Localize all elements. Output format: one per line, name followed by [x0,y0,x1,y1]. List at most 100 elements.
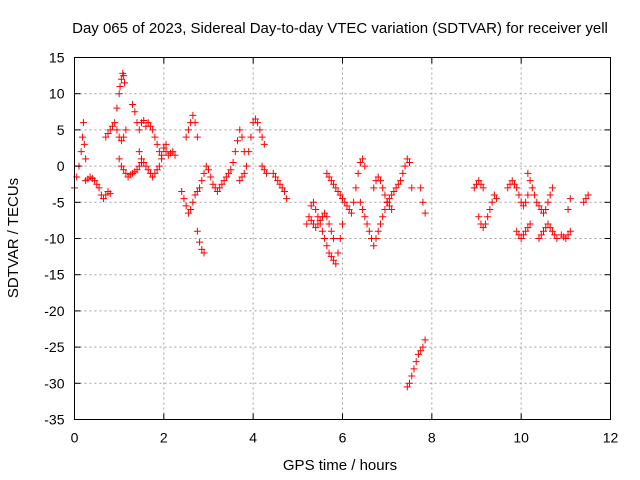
x-tick-label: 10 [513,430,529,446]
data-point [522,198,530,206]
data-point [144,119,152,127]
data-point [484,213,492,221]
series-seg06 [129,101,170,159]
data-point [193,187,201,195]
y-tick-label: -20 [44,303,64,319]
data-point [374,227,382,235]
series-seg16 [303,198,346,268]
data-point [385,202,393,210]
data-point [146,122,154,130]
data-point [535,235,543,242]
data-point [417,184,425,192]
data-point [260,140,268,148]
data-point [548,184,556,192]
data-point [584,191,592,199]
series-seg31 [564,195,574,214]
data-point [272,173,279,181]
data-point [399,169,407,177]
data-point [303,220,311,228]
data-point [580,198,588,206]
data-point [504,184,512,192]
series-seg32 [580,191,592,206]
data-point [544,220,552,228]
data-point [325,249,333,257]
data-point [191,119,199,127]
data-point [370,242,378,250]
data-point [80,140,88,148]
data-point [414,350,422,358]
series-seg30 [557,227,574,242]
data-point [546,224,554,232]
data-point [234,137,242,145]
data-point [229,158,237,166]
data-point [205,166,212,174]
data-point [122,126,130,134]
series-seg13 [236,115,268,185]
data-point [566,195,574,203]
data-point [91,177,99,185]
data-point [376,220,384,228]
data-point [171,151,179,159]
y-tick-label: 0 [57,158,65,174]
data-point [140,116,148,124]
series-seg14 [258,162,271,177]
data-point [321,209,329,217]
data-point [251,115,259,123]
data-point [323,242,331,250]
data-point [238,133,246,141]
axis-ticks: 0 2 4 6 8 10 12 15 10 5 0 -5 -10 -15 -20 -25 -30 -35 [44,50,618,446]
data-point [102,133,110,141]
data-point [122,169,130,177]
data-point [374,173,382,181]
data-point [245,148,253,156]
data-point [162,140,170,148]
data-point [231,148,239,156]
data-point [218,180,226,188]
data-point [307,202,315,210]
data-point [392,184,400,192]
data-point [551,231,559,239]
data-point [191,191,199,199]
data-point [207,173,215,181]
data-point [260,166,268,174]
data-point [540,227,547,235]
data-point [216,184,224,192]
data-point [544,198,552,206]
data-point [200,249,208,257]
data-point [477,180,485,188]
data-point [95,184,103,192]
data-point [385,195,393,203]
data-point [388,206,396,214]
data-point [307,216,315,224]
data-point [155,162,163,170]
data-point [562,235,570,242]
data-point [582,195,590,203]
data-point [196,184,204,192]
x-tick-label: 6 [339,430,347,446]
data-point [323,169,331,177]
series-seg28 [524,169,556,217]
data-point [309,198,317,206]
y-tick-label: -10 [44,231,64,247]
series-seg22 [403,336,429,391]
data-point [490,191,498,199]
series-seg23 [417,184,429,217]
series-seg25 [475,191,501,232]
data-point [238,173,246,181]
data-point [526,220,534,228]
data-point [153,166,161,174]
x-tick-label: 4 [249,430,257,446]
data-point [537,231,545,239]
data-point [115,155,123,163]
data-point [553,235,561,242]
data-point [381,191,389,199]
data-point [108,122,116,130]
data-point [339,220,346,228]
data-point [196,238,204,246]
data-point [138,155,145,163]
data-point [372,235,380,242]
data-point [222,173,230,181]
series-seg24 [470,177,487,192]
data-point [184,209,192,217]
data-point [198,245,206,253]
